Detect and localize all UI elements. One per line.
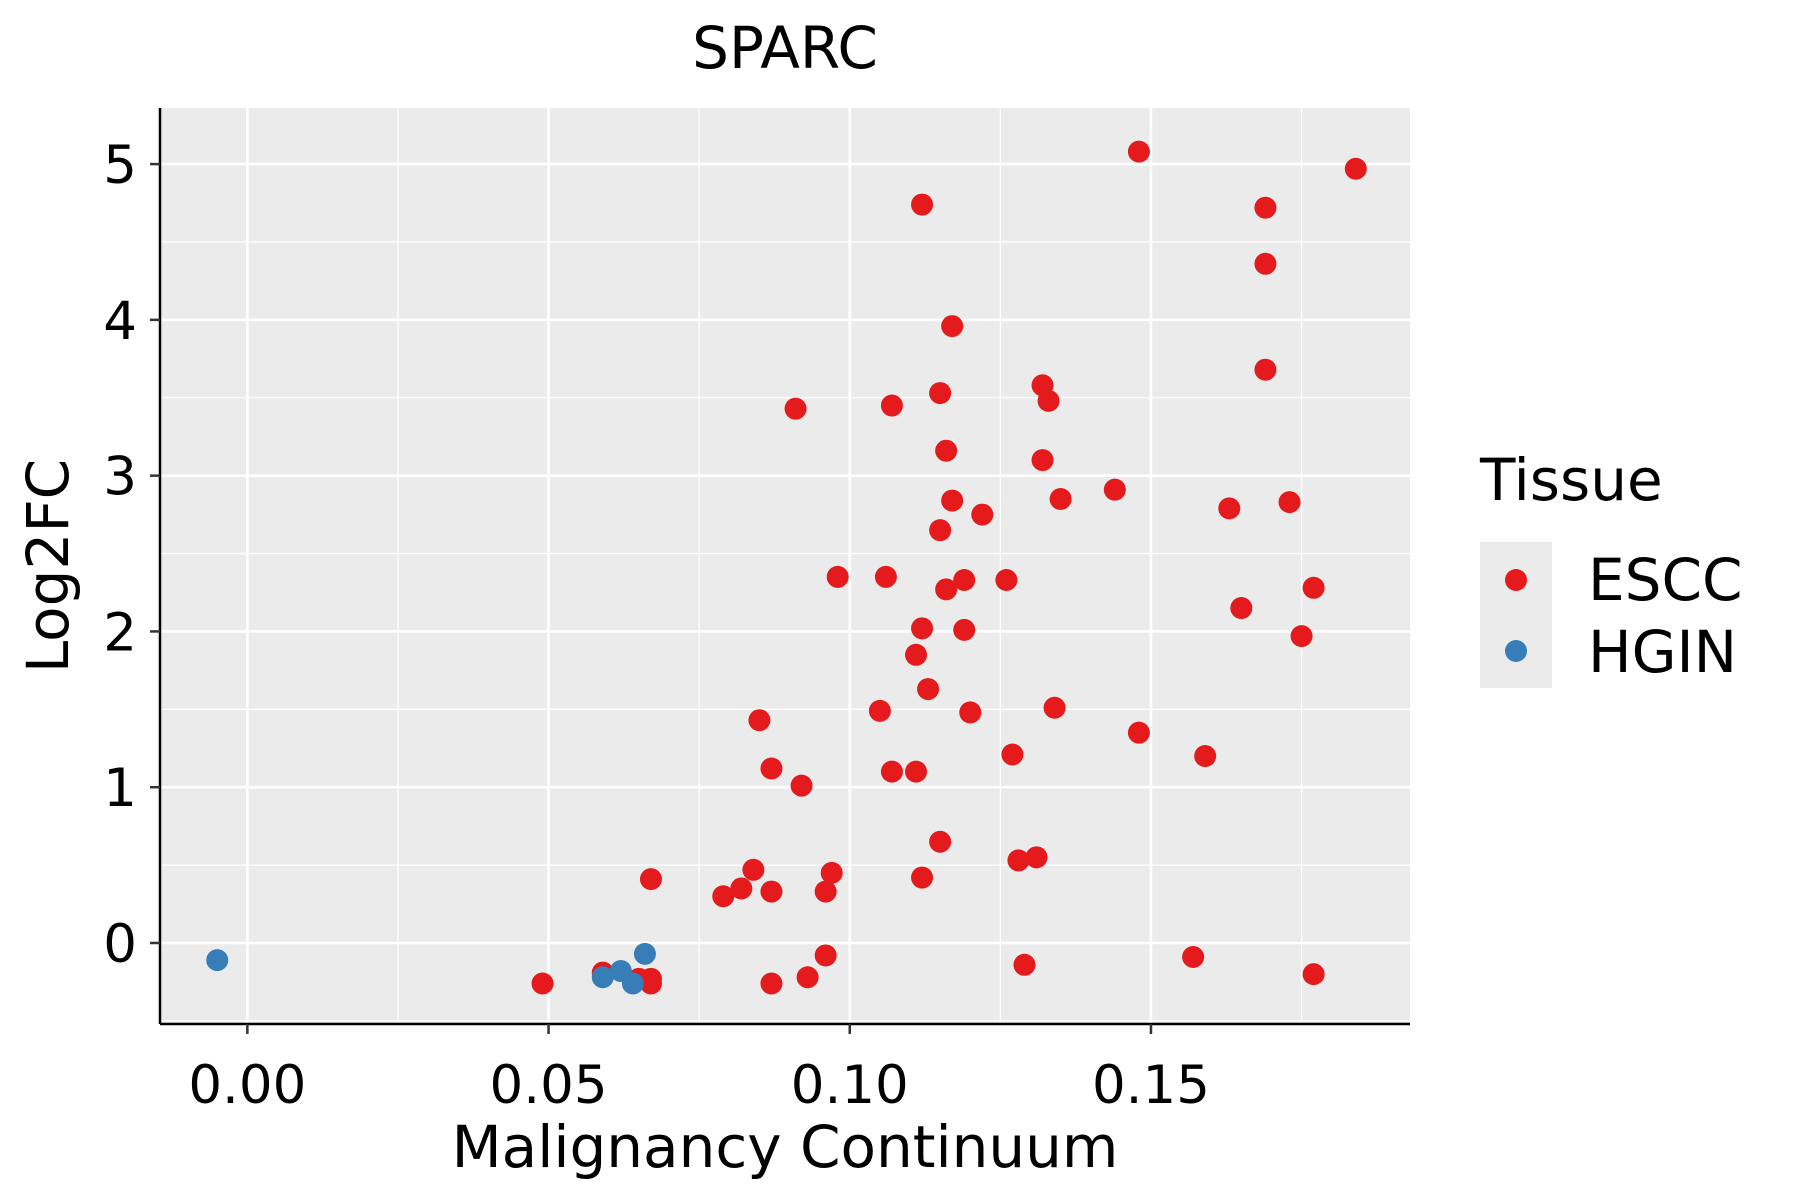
data-point-escc [1127, 721, 1150, 744]
data-point-escc [639, 868, 662, 891]
data-point-hgin [621, 972, 644, 995]
data-point-hgin [633, 942, 656, 965]
data-point-escc [1302, 963, 1325, 986]
legend-key-escc [1505, 569, 1527, 591]
data-point-escc [917, 678, 940, 701]
data-point-escc [760, 757, 783, 780]
data-point-escc [820, 861, 843, 884]
y-axis-label: Log2FC [14, 459, 82, 673]
data-point-escc [929, 830, 952, 853]
data-point-escc [953, 569, 976, 592]
data-point-escc [1037, 389, 1060, 412]
data-point-escc [814, 944, 837, 967]
data-point-escc [814, 880, 837, 903]
data-point-escc [826, 565, 849, 588]
data-point-escc [935, 439, 958, 462]
data-point-escc [1007, 849, 1030, 872]
y-tick-label: 2 [103, 602, 137, 663]
data-point-escc [1127, 140, 1150, 163]
x-axis-ticks: 0.00 0.05 0.10 0.15 [188, 1024, 1210, 1116]
data-point-escc [1025, 846, 1048, 869]
data-point-escc [796, 966, 819, 989]
data-point-escc [1043, 696, 1066, 719]
x-tick-label: 0.05 [490, 1055, 608, 1116]
data-point-hgin [206, 949, 229, 972]
y-tick-label: 5 [103, 135, 137, 196]
data-point-escc [1001, 743, 1024, 766]
data-point-escc [1254, 196, 1277, 219]
data-point-escc [880, 760, 903, 783]
data-point-escc [929, 519, 952, 542]
chart-title: SPARC [692, 14, 878, 82]
x-tick-label: 0.00 [188, 1055, 306, 1116]
data-point-escc [712, 885, 735, 908]
data-point-escc [1230, 597, 1253, 620]
data-point-escc [880, 394, 903, 417]
data-point-escc [1218, 497, 1241, 520]
data-point-escc [531, 972, 554, 995]
plot-panel [160, 108, 1410, 1024]
y-tick-label: 4 [103, 291, 137, 352]
x-tick-label: 0.10 [791, 1055, 909, 1116]
data-point-escc [1194, 745, 1217, 768]
data-point-escc [1254, 252, 1277, 275]
y-axis-ticks: 0 1 2 3 4 5 [103, 135, 160, 975]
x-tick-label: 0.15 [1092, 1055, 1210, 1116]
data-point-escc [1302, 576, 1325, 599]
data-point-escc [790, 774, 813, 797]
data-point-escc [1103, 478, 1126, 501]
data-point-escc [905, 643, 928, 666]
data-point-escc [935, 578, 958, 601]
data-point-escc [995, 569, 1018, 592]
data-point-escc [784, 397, 807, 420]
legend-key-hgin [1505, 640, 1527, 662]
data-point-escc [929, 382, 952, 405]
legend-label-hgin: HGIN [1588, 618, 1737, 686]
legend-title: Tissue [1479, 446, 1663, 514]
data-point-escc [760, 880, 783, 903]
legend: Tissue ESCC HGIN [1479, 446, 1742, 688]
y-tick-label: 0 [103, 914, 137, 975]
data-point-escc [911, 617, 934, 640]
legend-label-escc: ESCC [1588, 546, 1742, 614]
data-point-escc [760, 972, 783, 995]
data-point-escc [730, 877, 753, 900]
y-tick-label: 1 [103, 758, 137, 819]
data-point-escc [1182, 946, 1205, 969]
data-points [206, 140, 1367, 995]
data-point-escc [1254, 358, 1277, 381]
data-point-escc [1344, 157, 1367, 180]
data-point-escc [639, 972, 662, 995]
data-point-escc [971, 503, 994, 526]
data-point-escc [959, 701, 982, 724]
data-point-escc [911, 193, 934, 216]
data-point-escc [1049, 488, 1072, 511]
data-point-escc [1031, 449, 1054, 472]
data-point-escc [941, 315, 964, 338]
grid-minor [160, 108, 1410, 1024]
x-axis-label: Malignancy Continuum [452, 1113, 1119, 1181]
legend-key-background [1480, 542, 1552, 688]
data-point-escc [868, 699, 891, 722]
data-point-escc [905, 760, 928, 783]
data-point-escc [953, 618, 976, 641]
y-tick-label: 3 [103, 447, 137, 508]
data-point-escc [911, 866, 934, 889]
data-point-escc [1290, 625, 1313, 648]
data-point-hgin [591, 966, 614, 989]
data-point-escc [874, 565, 897, 588]
data-point-escc [1278, 491, 1301, 514]
data-point-escc [748, 709, 771, 732]
data-point-escc [742, 858, 765, 881]
grid-major [160, 108, 1410, 1024]
data-point-escc [1013, 953, 1036, 976]
data-point-escc [941, 489, 964, 512]
